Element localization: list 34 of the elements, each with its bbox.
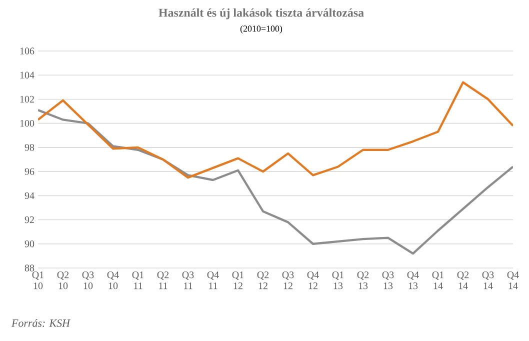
chart-title: Használt és új lakások tiszta árváltozása xyxy=(158,8,364,20)
y-tick-label: 104 xyxy=(20,72,34,78)
x-tick-label: Q2 11 xyxy=(157,272,169,290)
y-tick-label: 102 xyxy=(20,96,34,103)
line-series xyxy=(38,81,514,179)
x-tick-label: Q1 10 xyxy=(32,272,44,290)
x-tick-label: Q2 10 xyxy=(57,272,69,290)
x-tick-label: Q1 13 xyxy=(332,272,344,290)
y-tick-label: 100 xyxy=(20,120,34,127)
x-tick-label: Q4 13 xyxy=(407,272,419,290)
x-tick-label: Q3 13 xyxy=(382,272,394,290)
x-tick-label: Q4 12 xyxy=(307,272,319,290)
y-tick-label: 106 xyxy=(20,48,34,54)
x-tick-label: Q1 11 xyxy=(132,272,144,290)
y-tick-label: 92 xyxy=(24,216,34,224)
x-tick-label: Q2 14 xyxy=(457,272,469,290)
x-tick-label: Q3 14 xyxy=(482,272,494,290)
x-tick-label: Q1 12 xyxy=(232,272,244,290)
x-tick-label: Q3 11 xyxy=(182,272,194,290)
chart-subtitle: (2010=100) xyxy=(240,25,282,34)
x-tick-label: Q1 14 xyxy=(432,272,444,290)
x-tick-label: Q4 14 xyxy=(507,272,519,290)
x-tick-label: Q2 12 xyxy=(257,272,269,290)
y-tick-label: 98 xyxy=(24,144,34,151)
x-tick-label: Q4 10 xyxy=(107,272,119,290)
text: Forrás: KSH xyxy=(11,319,70,327)
x-tick-label: Q2 13 xyxy=(357,272,369,290)
y-tick-label: 94 xyxy=(24,192,34,200)
x-tick-label: Q3 12 xyxy=(282,272,294,290)
y-tick-label: 96 xyxy=(24,168,34,175)
y-tick-label: 88 xyxy=(24,264,34,272)
x-tick-label: Q4 11 xyxy=(207,272,219,290)
x-tick-label: Q3 10 xyxy=(82,272,94,290)
y-tick-label: 90 xyxy=(24,240,34,248)
